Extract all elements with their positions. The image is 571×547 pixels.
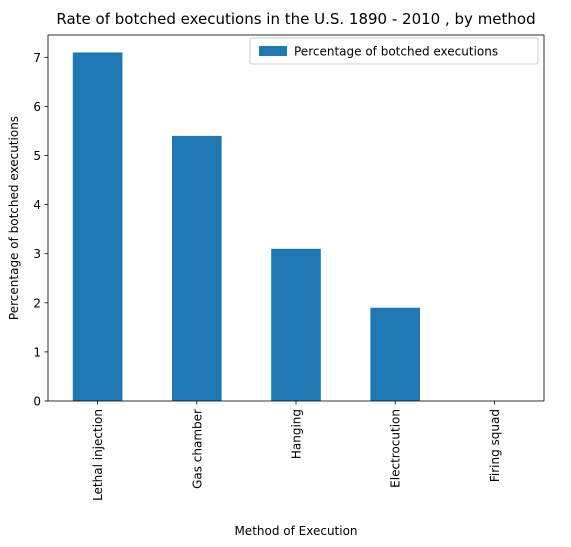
- x-axis: Lethal injection Gas chamber Hanging Electr…: [91, 401, 502, 501]
- x-tick-label: Gas chamber: [190, 409, 204, 489]
- y-tick-label: 5: [33, 149, 41, 163]
- legend-box: [249, 37, 539, 65]
- legend-swatch: [259, 46, 287, 56]
- y-axis-label: Percentage of botched executions: [7, 116, 21, 320]
- y-tick-label: 1: [33, 345, 41, 359]
- x-tick-label: Lethal injection: [91, 409, 105, 501]
- plot-area: [72, 52, 420, 402]
- y-tick-label: 3: [33, 247, 41, 261]
- bar-lethal-injection: [72, 52, 123, 402]
- x-axis-label: Method of Execution: [234, 524, 357, 538]
- bar-electrocution: [370, 307, 420, 401]
- legend: Percentage of botched executions: [249, 37, 539, 65]
- y-tick-label: 6: [33, 100, 41, 114]
- x-tick-label: Hanging: [290, 409, 304, 459]
- chart-title: Rate of botched executions in the U.S. 1…: [56, 10, 535, 28]
- bar-gas-chamber: [172, 135, 222, 401]
- y-tick-label: 4: [33, 198, 41, 212]
- y-axis: 0 1 2 3 4 5 6 7: [33, 51, 48, 409]
- y-tick-label: 7: [33, 51, 41, 65]
- y-tick-label: 0: [33, 395, 41, 409]
- y-tick-label: 2: [33, 296, 41, 310]
- x-tick-label: Firing squad: [488, 409, 502, 482]
- bar-hanging: [271, 248, 321, 401]
- x-tick-label: Electrocution: [389, 409, 403, 488]
- legend-label: Percentage of botched executions: [294, 45, 498, 59]
